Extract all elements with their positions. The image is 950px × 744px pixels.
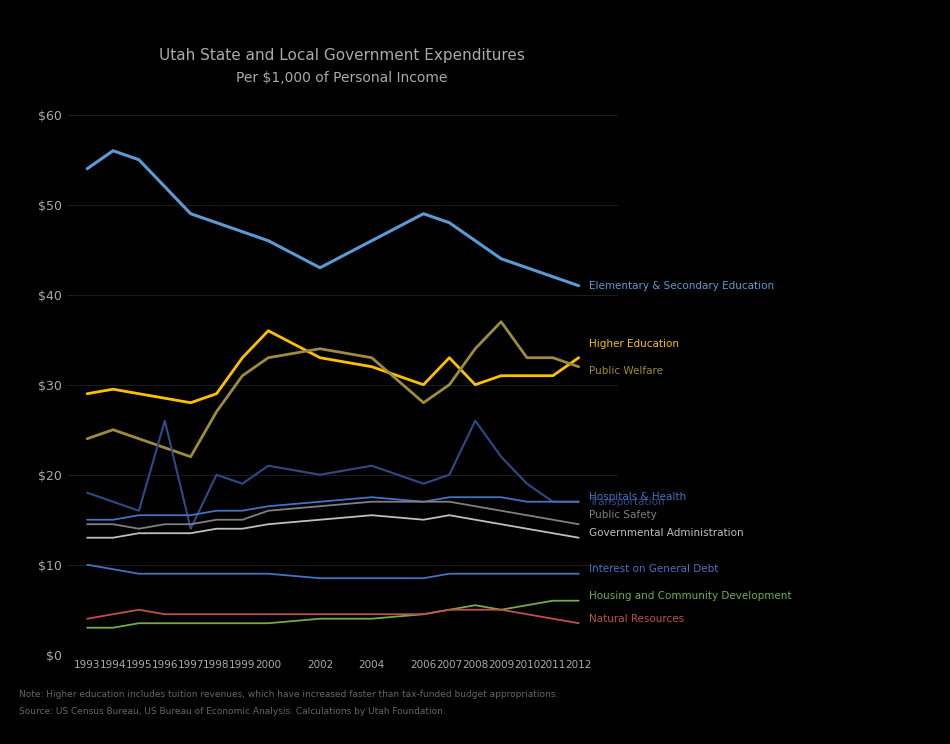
- Text: Note: Higher education includes tuition revenues, which have increased faster th: Note: Higher education includes tuition …: [19, 690, 559, 699]
- Text: Per $1,000 of Personal Income: Per $1,000 of Personal Income: [237, 71, 447, 85]
- Text: Hospitals & Health: Hospitals & Health: [589, 493, 686, 502]
- Text: Public Welfare: Public Welfare: [589, 366, 663, 376]
- Text: Public Safety: Public Safety: [589, 510, 656, 520]
- Text: Source: US Census Bureau, US Bureau of Economic Analysis. Calculations by Utah F: Source: US Census Bureau, US Bureau of E…: [19, 707, 446, 716]
- Text: Housing and Community Development: Housing and Community Development: [589, 591, 791, 601]
- Text: Higher Education: Higher Education: [589, 339, 679, 349]
- Text: Utah State and Local Government Expenditures: Utah State and Local Government Expendit…: [159, 48, 525, 63]
- Text: Natural Resources: Natural Resources: [589, 614, 684, 623]
- Text: Transportation: Transportation: [589, 497, 665, 507]
- Text: Interest on General Debt: Interest on General Debt: [589, 564, 718, 574]
- Text: Elementary & Secondary Education: Elementary & Secondary Education: [589, 280, 774, 291]
- Text: Governmental Administration: Governmental Administration: [589, 528, 744, 538]
